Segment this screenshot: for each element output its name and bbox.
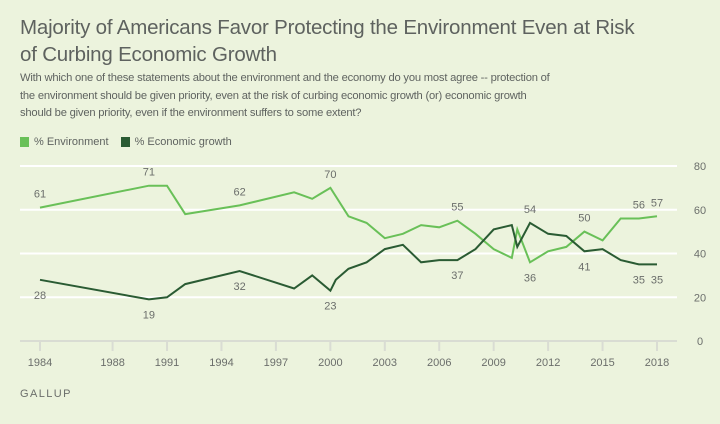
data-label: 61: [34, 189, 46, 201]
y-tick-label: 40: [694, 249, 706, 261]
legend-item-economic: % Economic growth: [120, 136, 232, 148]
x-tick-label: 2006: [427, 357, 451, 369]
data-label: 56: [633, 200, 645, 212]
data-label: 36: [524, 272, 536, 284]
y-tick-label: 80: [694, 161, 706, 173]
data-label: 70: [324, 169, 336, 181]
x-tick-label: 1988: [100, 357, 124, 369]
data-label: 57: [651, 197, 663, 209]
y-tick-label: 60: [694, 205, 706, 217]
data-label: 32: [233, 281, 245, 293]
data-label: 37: [451, 270, 463, 282]
legend: % Environment % Economic growth: [20, 136, 244, 148]
x-tick-label: 2009: [481, 357, 505, 369]
chart-title: Majority of Americans Favor Protecting t…: [20, 16, 635, 66]
source-label: GALLUP: [20, 388, 72, 400]
data-label: 71: [143, 167, 155, 179]
series-line-environment: [39, 184, 658, 264]
legend-swatch-economic: [120, 137, 130, 147]
x-tick-label: 2015: [590, 357, 614, 369]
x-tick-label: 2012: [536, 357, 560, 369]
x-tick-label: 2000: [318, 357, 342, 369]
data-label: 19: [143, 309, 155, 321]
data-label: 50: [578, 213, 590, 225]
x-tick-label: 1984: [28, 357, 52, 369]
data-label: 35: [651, 274, 663, 286]
data-label: 35: [633, 274, 645, 286]
legend-swatch-environment: [20, 137, 29, 147]
data-label: 28: [34, 290, 46, 302]
x-tick-label: 2003: [373, 357, 397, 369]
legend-label-environment: % Environment: [34, 136, 109, 148]
x-tick-label: 2018: [645, 357, 669, 369]
x-tick-label: 1997: [264, 357, 288, 369]
data-label: 23: [324, 301, 336, 313]
legend-label-economic: % Economic growth: [134, 136, 232, 148]
x-tick-label: 1994: [209, 357, 233, 369]
data-label: 41: [578, 261, 590, 273]
chart-subtitle: With which one of these statements about…: [20, 72, 550, 119]
y-tick-label: 0: [697, 336, 703, 348]
data-label: 54: [524, 204, 536, 216]
y-tick-label: 20: [694, 292, 706, 304]
data-label: 62: [233, 186, 245, 198]
data-label: 55: [451, 202, 463, 214]
x-tick-label: 1991: [155, 357, 179, 369]
series-line-economic-growth: [39, 221, 657, 301]
legend-item-environment: % Environment: [20, 136, 109, 148]
